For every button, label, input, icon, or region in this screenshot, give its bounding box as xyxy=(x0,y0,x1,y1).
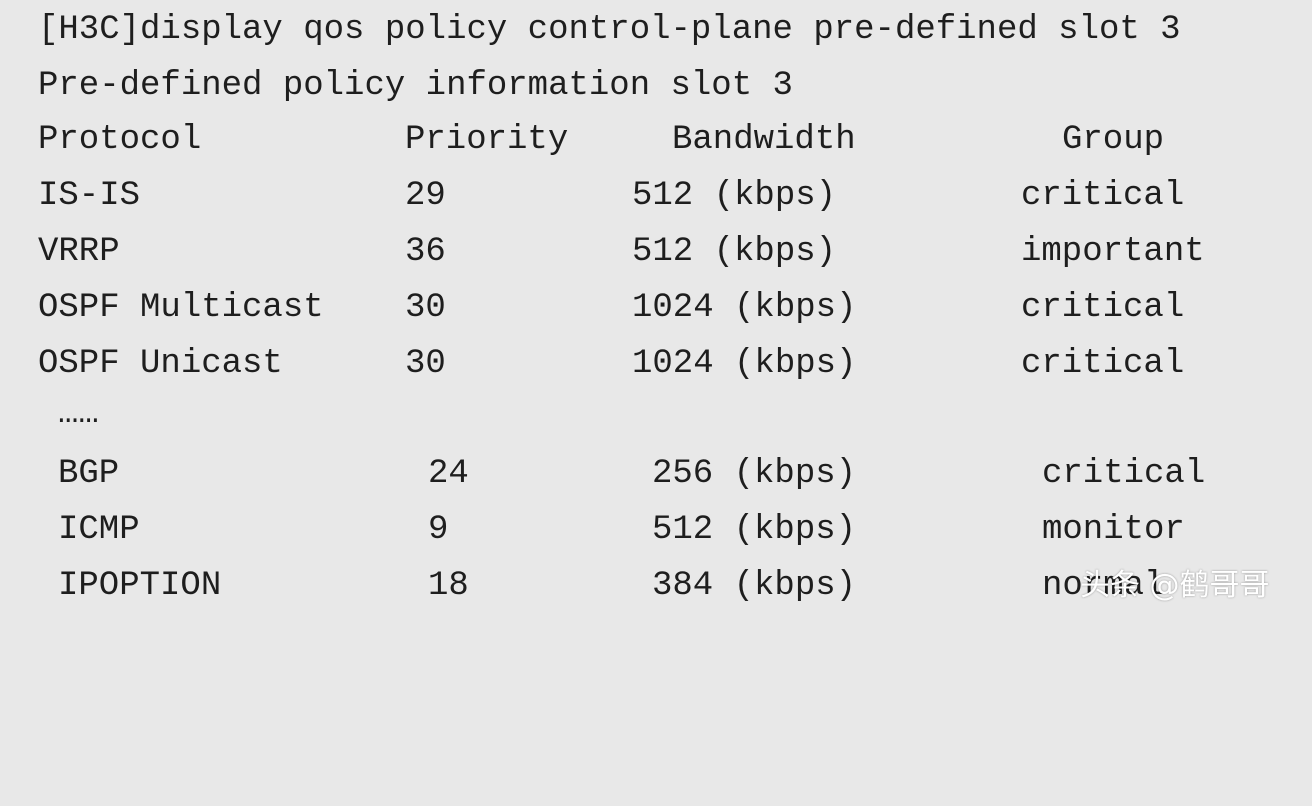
priority-cell: 36 xyxy=(405,233,446,271)
table-row: ICMP 9 512 (kbps) monitor xyxy=(0,510,1312,550)
priority-cell: 18 xyxy=(428,567,469,605)
header-priority: Priority xyxy=(405,121,569,159)
header-group: Group xyxy=(1062,121,1165,159)
group-cell: critical xyxy=(1021,289,1185,327)
bandwidth-cell: 512 (kbps) xyxy=(632,177,837,215)
bandwidth-cell: 512 (kbps) xyxy=(652,511,857,549)
group-cell: monitor xyxy=(1042,511,1185,549)
protocol-cell: VRRP xyxy=(38,233,120,271)
table-row: OSPF Multicast 30 1024 (kbps) critical xyxy=(0,288,1312,328)
bandwidth-cell: 256 (kbps) xyxy=(652,455,857,493)
table-row: BGP 24 256 (kbps) critical xyxy=(0,454,1312,494)
protocol-cell: BGP xyxy=(58,455,120,493)
protocol-cell: OSPF Unicast xyxy=(38,345,283,383)
group-cell: critical xyxy=(1021,177,1185,215)
table-row: OSPF Unicast 30 1024 (kbps) critical xyxy=(0,344,1312,384)
bandwidth-cell: 1024 (kbps) xyxy=(632,289,857,327)
priority-cell: 30 xyxy=(405,289,446,327)
group-cell: critical xyxy=(1021,345,1185,383)
protocol-cell: IS-IS xyxy=(38,177,141,215)
priority-cell: 24 xyxy=(428,455,469,493)
bandwidth-cell: 512 (kbps) xyxy=(632,233,837,271)
table-row: IS-IS 29 512 (kbps) critical xyxy=(0,176,1312,216)
protocol-cell: IPOPTION xyxy=(58,567,222,605)
watermark-label: 头条 @鹤哥哥 xyxy=(1080,568,1270,603)
priority-cell: 29 xyxy=(405,177,446,215)
header-bandwidth: Bandwidth xyxy=(672,121,856,159)
table-header: Protocol Priority Bandwidth Group xyxy=(0,120,1312,160)
table-row: IPOPTION 18 384 (kbps) normal xyxy=(0,566,1312,606)
protocol-cell: ICMP xyxy=(58,511,140,549)
terminal-screen: [H3C]display qos policy control-plane pr… xyxy=(0,11,1312,606)
output-title: Pre-defined policy information slot 3 xyxy=(38,67,793,105)
priority-cell: 30 xyxy=(405,345,446,383)
group-cell: important xyxy=(1021,233,1205,271)
priority-cell: 9 xyxy=(428,511,449,549)
table-row: VRRP 36 512 (kbps) important xyxy=(0,232,1312,272)
group-cell: normal xyxy=(1042,567,1165,605)
bandwidth-cell: 384 (kbps) xyxy=(652,567,857,605)
command-line: [H3C]display qos policy control-plane pr… xyxy=(38,11,1181,49)
protocol-cell: OSPF Multicast xyxy=(38,289,324,327)
header-protocol: Protocol xyxy=(38,121,202,159)
group-cell: critical xyxy=(1042,455,1206,493)
bandwidth-cell: 1024 (kbps) xyxy=(632,345,857,383)
ellipsis: …… xyxy=(58,395,99,433)
